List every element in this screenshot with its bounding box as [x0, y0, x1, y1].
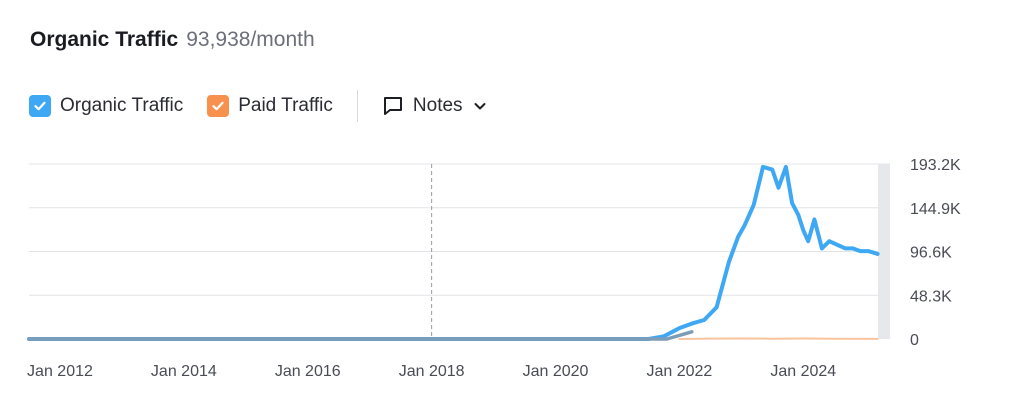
x-tick-label: Jan 2024 — [770, 363, 836, 380]
series-line — [678, 337, 879, 340]
notes-dropdown[interactable]: Notes — [382, 95, 488, 117]
legend-label-paid: Paid Traffic — [238, 95, 333, 116]
y-tick-label: 96.6K — [910, 245, 952, 262]
y-tick-label: 0 — [910, 332, 919, 349]
chart-title: Organic Traffic — [30, 28, 179, 51]
notes-icon — [383, 97, 402, 115]
x-tick-label: Jan 2014 — [151, 363, 217, 380]
y-tick-label: 193.2K — [910, 157, 961, 174]
x-tick-label: Jan 2012 — [27, 363, 93, 380]
legend: Organic Traffic Paid Traffic Notes — [29, 90, 488, 122]
chart-header: Organic Traffic 93,938/month — [30, 28, 315, 52]
chevron-down-icon — [474, 103, 486, 110]
legend-divider — [356, 90, 358, 122]
y-tick-label: 144.9K — [910, 201, 961, 218]
range-handle — [878, 164, 890, 339]
paid-checkbox-icon[interactable] — [207, 95, 230, 117]
traffic-chart: 193.2K 144.9K 96.6K 48.3K 0 Jan 2012 Jan 2014 J… — [27, 157, 961, 380]
notes-label: Notes — [412, 95, 463, 116]
traffic-metric: 93,938/month — [186, 28, 315, 51]
organic-checkbox-icon[interactable] — [29, 95, 51, 117]
y-tick-label: 48.3K — [910, 288, 952, 305]
legend-label-organic: Organic Traffic — [60, 95, 184, 116]
legend-item-paid[interactable]: Paid Traffic — [207, 95, 333, 117]
x-tick-label: Jan 2018 — [399, 363, 465, 380]
series-line — [27, 330, 694, 341]
legend-item-organic[interactable]: Organic Traffic — [29, 95, 183, 117]
x-tick-label: Jan 2022 — [646, 363, 712, 380]
series-line — [27, 164, 880, 341]
x-tick-label: Jan 2016 — [275, 363, 341, 380]
x-tick-label: Jan 2020 — [523, 363, 589, 380]
